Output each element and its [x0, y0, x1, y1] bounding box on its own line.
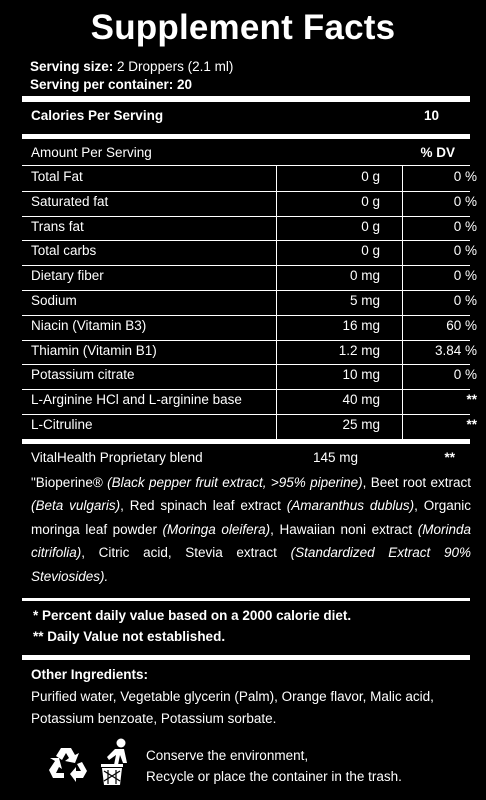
thick-divider	[22, 96, 470, 102]
serving-per-container: Serving per container: 20	[30, 77, 193, 92]
nutrient-dv: 0 %	[453, 367, 477, 383]
recycle-icon	[49, 748, 87, 782]
nutrient-name: Dietary fiber	[31, 268, 104, 284]
row-divider	[22, 364, 470, 366]
nutrient-amount: 0 g	[361, 193, 380, 209]
blend-description: "Bioperine® (Black pepper fruit extract,…	[31, 471, 471, 588]
nutrient-dv: 0 %	[453, 169, 477, 184]
nutrient-name: Trans fat	[31, 218, 84, 234]
blend-amount: 145 mg	[312, 450, 358, 465]
row-divider	[22, 190, 470, 192]
daily-value-not-established-note: ** Daily Value not established.	[33, 629, 226, 644]
thick-divider	[22, 439, 470, 444]
conserve-message: Conserve the environment, Recycle or pla…	[146, 745, 402, 787]
nutrient-amount: 10 mg	[342, 367, 380, 383]
blend-description-part: , Citric acid, Stevia extract	[81, 545, 291, 561]
serving-size: Serving size: 2 Droppers (2.1 ml)	[30, 59, 233, 74]
nutrient-amount: 0 g	[361, 218, 380, 234]
blend-description-part: , Organic moringa leaf powder	[31, 498, 471, 537]
row-divider	[22, 240, 470, 242]
nutrient-amount: 25 mg	[342, 417, 380, 432]
nutrient-amount: 1.2 mg	[338, 342, 380, 358]
calories-value: 10	[424, 108, 440, 123]
nutrient-amount: 0 mg	[349, 268, 380, 284]
panel-title: Supplement Facts	[90, 8, 396, 47]
blend-description-part: (Standardized Extract 90% Steviosides).	[31, 545, 471, 584]
thick-divider	[22, 655, 470, 660]
nutrient-amount: 0 g	[361, 169, 380, 184]
amount-per-serving-header: Amount Per Serving	[31, 145, 152, 160]
nutrient-name: Saturated fat	[31, 193, 109, 209]
nutrient-dv: 0 %	[453, 218, 477, 234]
blend-description-part: (Beta vulgaris)	[31, 498, 121, 514]
blend-description-part: (Amaranthus dublus)	[286, 498, 415, 514]
nutrient-dv: 0 %	[453, 293, 477, 308]
nutrient-dv: 0 %	[453, 268, 477, 284]
thick-divider	[22, 134, 470, 139]
blend-description-part: (Moringa oleifera)	[162, 521, 271, 537]
nutrient-amount: 5 mg	[349, 293, 380, 308]
calories-label: Calories Per Serving	[31, 108, 164, 123]
nutrient-row: Sodium 5 mg 0 %	[22, 290, 477, 315]
column-divider	[276, 165, 277, 439]
blend-description-part: (Morinda citrifolia)	[31, 521, 471, 561]
nutrient-dv: 0 %	[453, 243, 477, 259]
serving-size-label: Serving size:	[30, 59, 114, 74]
blend-description-part: , Hawaiian noni extract	[270, 521, 418, 537]
percent-daily-value-note: * Percent daily value based on a 2000 ca…	[33, 608, 352, 623]
row-divider	[22, 215, 470, 217]
nutrient-name: Total carbs	[31, 243, 97, 259]
nutrient-amount: 0 g	[361, 243, 380, 259]
nutrient-name: Thiamin (Vitamin B1)	[31, 342, 157, 358]
other-ingredients-title: Other Ingredients:	[31, 667, 149, 682]
nutrient-row: Potassium citrate 10 mg 0 %	[22, 364, 477, 389]
row-divider	[22, 165, 470, 166]
blend-description-part: , Red spinach leaf extract	[120, 498, 287, 514]
nutrient-name: L-Citruline	[31, 417, 93, 432]
nutrient-row: Dietary fiber 0 mg 0 %	[22, 265, 477, 290]
blend-description-part: (Black pepper fruit extract, >95% piperi…	[107, 475, 363, 490]
column-divider	[402, 165, 403, 439]
row-divider	[22, 389, 470, 391]
nutrient-row: Trans fat 0 g 0 %	[22, 216, 477, 241]
other-ingredients-text: Purified water, Vegetable glycerin (Palm…	[31, 689, 434, 726]
blend-name: VitalHealth Proprietary blend	[31, 450, 203, 465]
blend-description-part: , Beet root extract	[362, 475, 472, 490]
nutrient-row: Total carbs 0 g 0 %	[22, 240, 477, 265]
nutrient-dv: **	[466, 417, 477, 432]
nutrient-row: L-Citruline 25 mg **	[22, 414, 477, 439]
row-divider	[22, 414, 470, 415]
nutrient-name: Niacin (Vitamin B3)	[31, 317, 147, 333]
row-divider	[22, 290, 470, 291]
nutrient-dv: 0 %	[453, 193, 477, 209]
trash-icon	[101, 738, 127, 785]
conserve-line-2: Recycle or place the container in the tr…	[146, 769, 402, 784]
nutrient-row: L-Arginine HCl and L-arginine base 40 mg *…	[22, 389, 477, 414]
blend-dv: **	[444, 450, 455, 465]
conserve-line-1: Conserve the environment,	[146, 748, 309, 763]
serving-size-value: 2 Droppers (2.1 ml)	[117, 59, 234, 74]
nutrient-dv: 60 %	[446, 317, 477, 333]
nutrient-name: Sodium	[31, 293, 77, 308]
nutrient-name: Potassium citrate	[31, 367, 135, 383]
nutrient-row: Total Fat 0 g 0 %	[22, 166, 477, 191]
nutrient-dv: **	[466, 392, 477, 408]
row-divider	[22, 314, 470, 316]
nutrient-amount: 16 mg	[342, 317, 380, 333]
nutrient-row: Saturated fat 0 g 0 %	[22, 191, 477, 216]
dv-header: % DV	[420, 145, 455, 160]
blend-description-part: "Bioperine®	[31, 475, 108, 490]
nutrient-row: Niacin (Vitamin B3) 16 mg 60 %	[22, 315, 477, 340]
row-divider	[22, 265, 470, 267]
nutrient-row: Thiamin (Vitamin B1) 1.2 mg 3.84 %	[22, 340, 477, 365]
nutrient-name: L-Arginine HCl and L-arginine base	[31, 392, 242, 408]
nutrient-amount: 40 mg	[342, 392, 380, 408]
divider	[22, 598, 470, 601]
nutrient-dv: 3.84 %	[434, 342, 477, 358]
row-divider	[22, 339, 470, 341]
nutrient-name: Total Fat	[31, 169, 83, 184]
